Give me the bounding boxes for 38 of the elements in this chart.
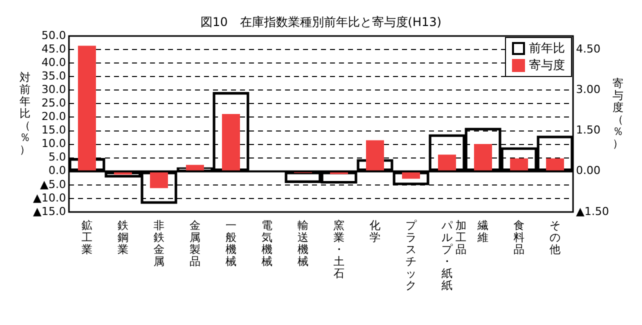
chart-title: 図10 在庫指数業種別前年比と寄与度(H13) xyxy=(200,15,442,29)
y2-tick-label: ▲1.50 xyxy=(576,204,609,218)
x-tick-label: 一般機械 xyxy=(224,219,237,268)
x-tick-label: 繊維 xyxy=(477,219,490,244)
x-tick-label: 非鉄金属 xyxy=(152,219,165,268)
x-tick-label: 電気機械 xyxy=(260,219,273,268)
x-tick-label: 窯業・土石 xyxy=(333,219,345,280)
x-tick-label: 鉄鋼業 xyxy=(116,219,129,256)
x-tick-label: 鉱工業 xyxy=(80,219,93,256)
y-tick-label: 15.0 xyxy=(41,124,66,137)
y-tick-label: 35.0 xyxy=(41,69,66,82)
x-tick-label: プラスチック xyxy=(405,219,418,292)
y-tick-label: 30.0 xyxy=(41,83,66,96)
y-tick-label: 0.0 xyxy=(48,164,66,178)
category-label: パルプ・紙紙加工品 xyxy=(442,219,467,292)
y-tick-label: 40.0 xyxy=(41,56,66,69)
y2-tick-label: 0.00 xyxy=(576,164,601,178)
y2-tick-label: 4.50 xyxy=(576,42,601,56)
y-tick-label: ▲5.0 xyxy=(40,178,66,191)
x-tick-label: その他 xyxy=(549,219,562,256)
y2-tick-label: 1.50 xyxy=(576,124,601,137)
y2-tick-label: 3.00 xyxy=(576,83,601,96)
y-axis-title: 対前年比（％） xyxy=(19,71,31,156)
x-tick-label: 金属製品 xyxy=(188,219,201,268)
y-tick-label: 5.0 xyxy=(48,150,66,164)
y-tick-label: 50.0 xyxy=(41,28,66,42)
y-tick-label: 20.0 xyxy=(41,110,66,124)
x-tick-label: 輸送機械 xyxy=(296,219,309,268)
x-tick-label: 化学 xyxy=(369,219,381,244)
legend-label: 前年比 xyxy=(529,40,566,57)
x-tick-label: 食料品 xyxy=(513,219,526,256)
y-tick-label: 45.0 xyxy=(41,42,66,56)
y-tick-label: ▲10.0 xyxy=(33,191,66,204)
y-tick-label: 10.0 xyxy=(41,137,66,150)
legend-label: 寄与度 xyxy=(529,57,566,74)
y-tick-label: ▲15.0 xyxy=(33,204,66,218)
y-tick-label: 25.0 xyxy=(41,96,66,110)
y2-axis-title: 寄与度（％） xyxy=(612,77,624,150)
